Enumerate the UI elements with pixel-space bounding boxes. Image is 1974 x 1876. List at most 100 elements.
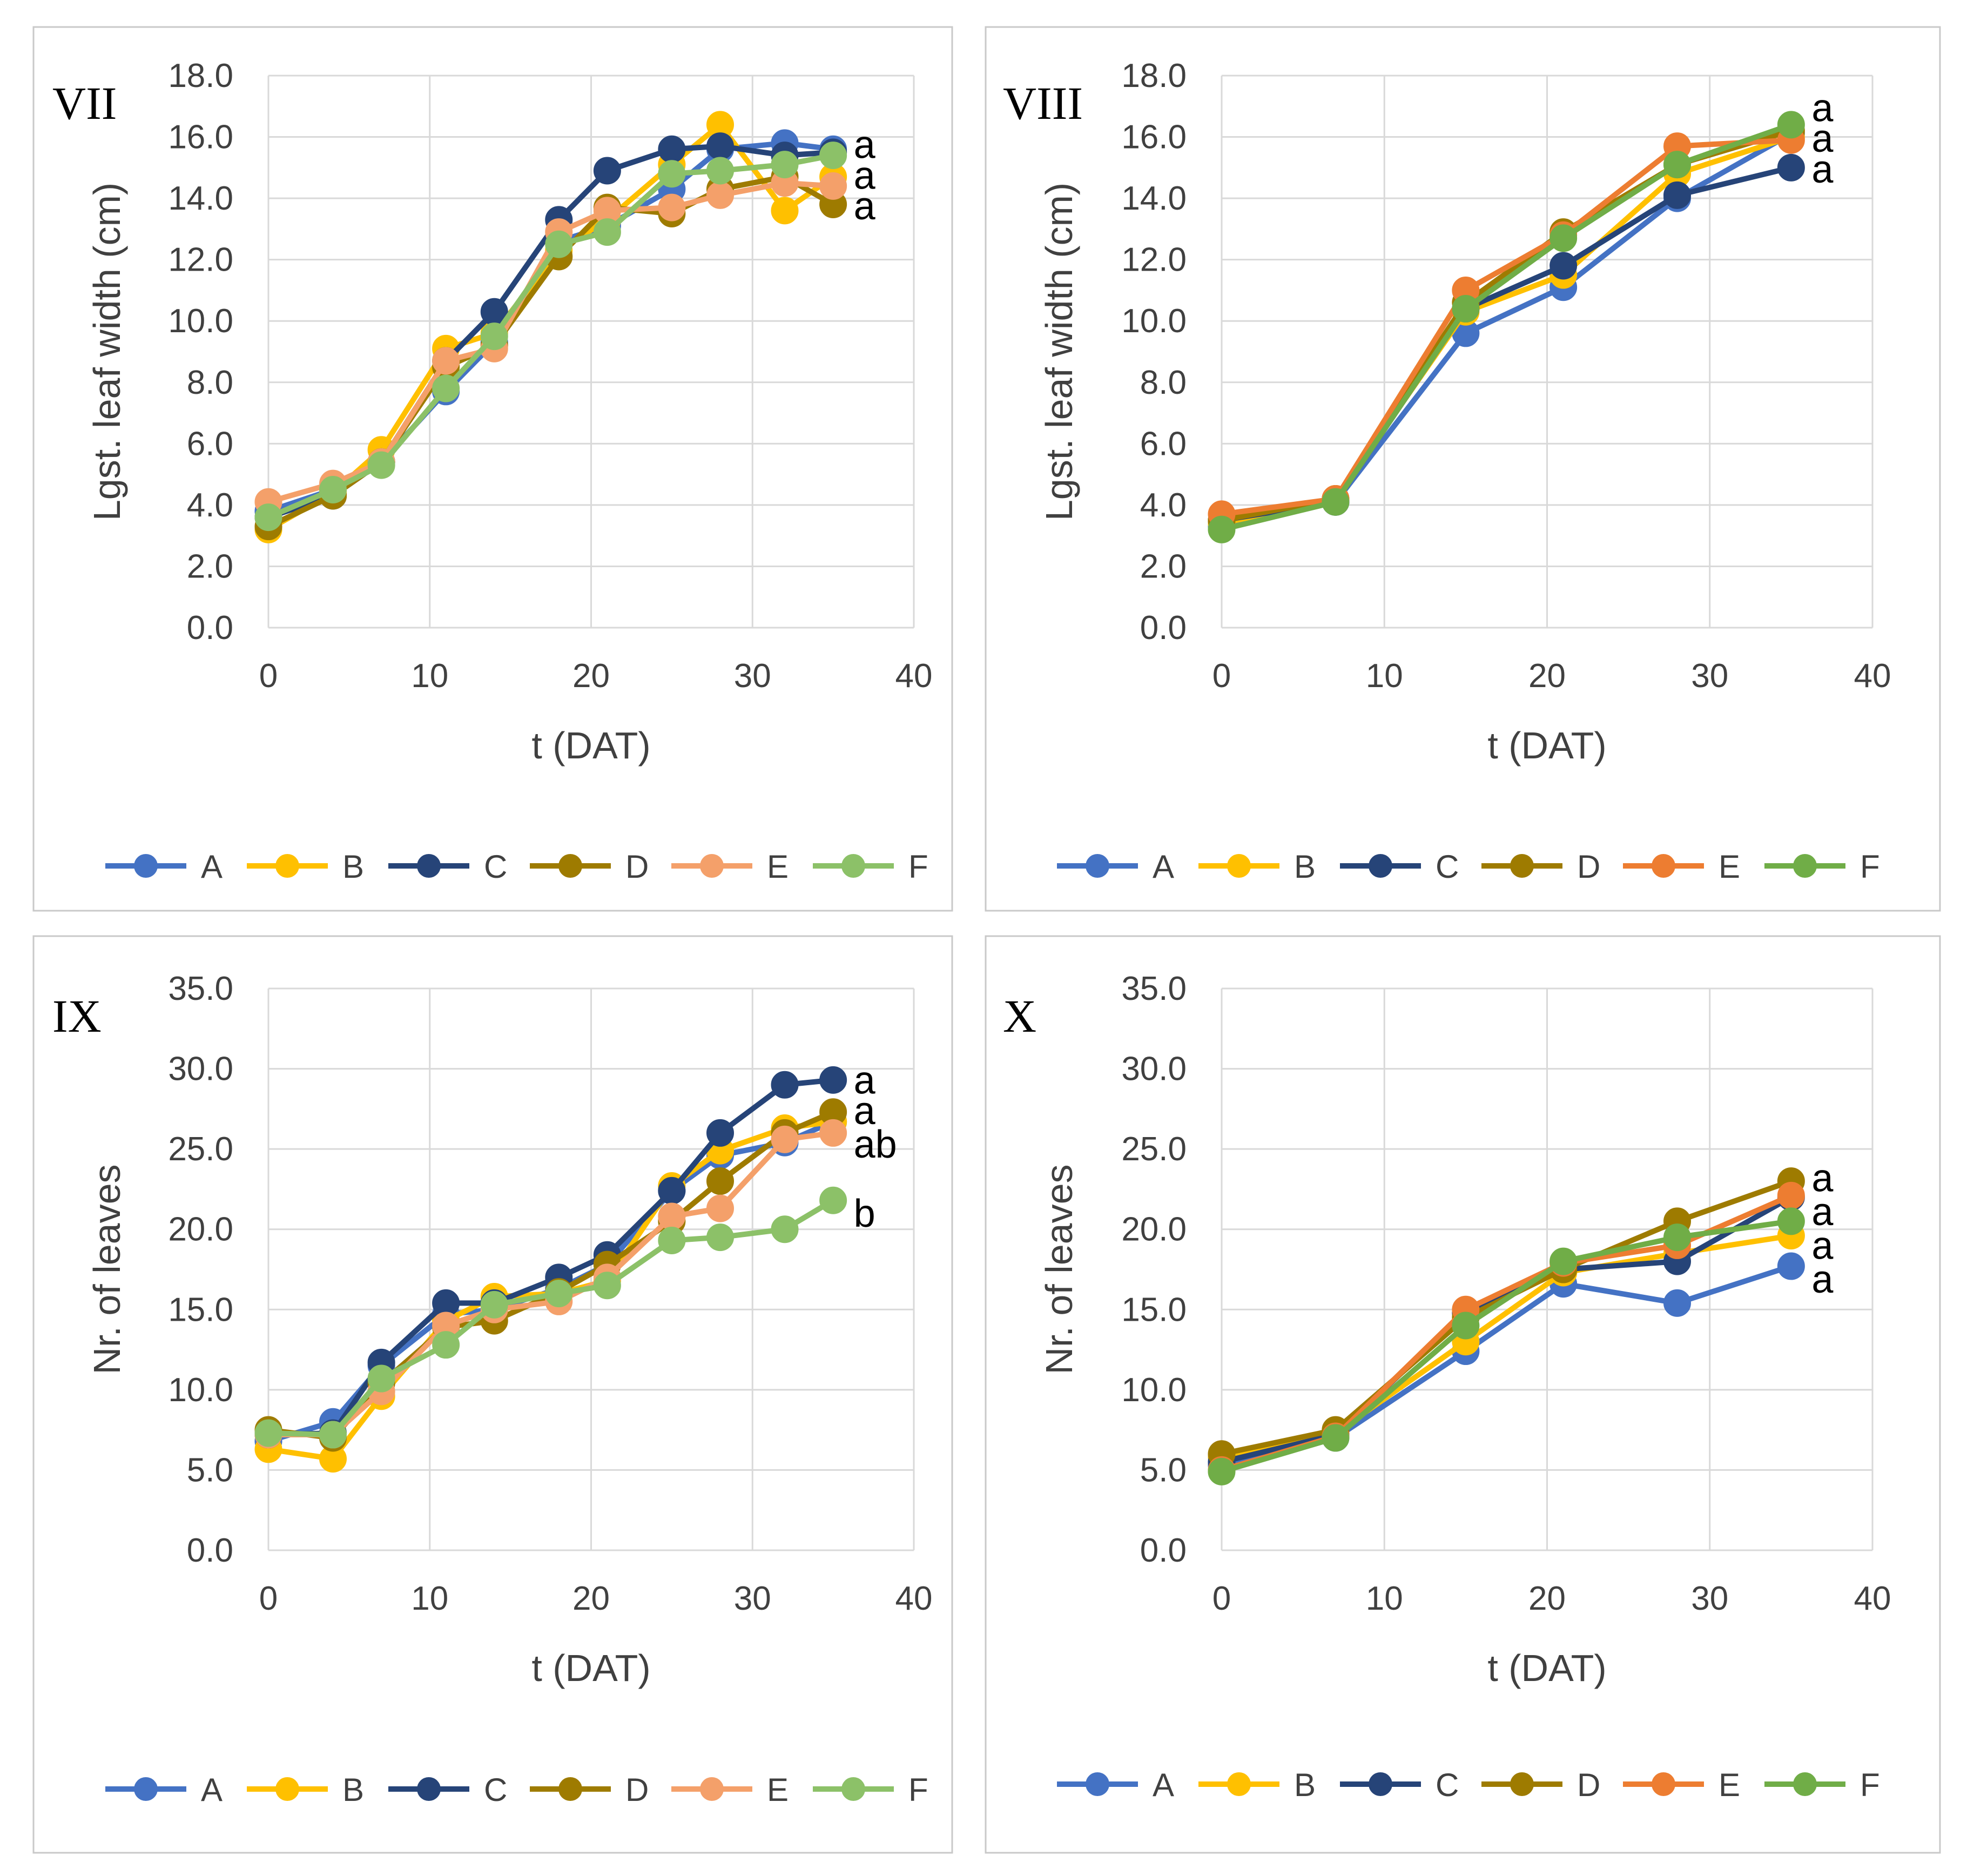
y-tick-label: 16.0 [1121,119,1187,156]
significance-label: a [1811,1258,1834,1301]
significance-label: a [1811,1224,1834,1267]
legend-marker [841,854,865,878]
data-point-c [593,157,621,185]
x-tick-label: 20 [1528,1580,1566,1617]
y-tick-label: 35.0 [1121,970,1187,1007]
x-tick-label: 10 [411,1580,448,1617]
y-tick-label: 18.0 [1121,57,1187,95]
y-axis-title: Nr. of leaves [86,1164,128,1374]
y-tick-label: 30.0 [168,1051,233,1088]
legend-label: B [1294,849,1316,885]
data-point-e [819,1119,847,1147]
data-point-f [593,218,621,246]
data-point-f [1208,515,1236,543]
significance-label: a [854,1090,876,1133]
legend-item-a: A [105,849,223,885]
significance-label: a [1811,1191,1834,1234]
data-point-f [819,1186,847,1214]
panel-label: VIII [1003,77,1083,129]
series-line-f [1221,1218,1792,1475]
legend-marker [700,1777,724,1801]
panel-label: X [1003,990,1036,1042]
legend-label: E [767,849,789,885]
legend-marker [1227,1772,1251,1796]
data-point-f [593,1272,621,1300]
y-tick-label: 25.0 [168,1131,233,1168]
data-point-f [1322,488,1350,516]
data-point-c [819,1066,847,1094]
x-tick-label: 40 [1854,657,1891,695]
legend-marker [841,1777,865,1801]
data-point-f [319,476,347,503]
data-point-f [319,1421,347,1449]
legend-item-f: F [813,1772,928,1808]
legend-item-b: B [247,1772,364,1808]
x-tick-label: 0 [259,1580,278,1617]
data-point-f [658,1227,686,1255]
panel-border [32,935,953,1854]
y-tick-label: 20.0 [168,1211,233,1248]
x-tick-label: 30 [734,1580,771,1617]
legend-item-d: D [1481,1767,1600,1803]
series-line-c [1221,1194,1793,1465]
legend-item-a: A [105,1772,223,1808]
data-point-f [1663,151,1691,179]
significance-label: a [854,185,876,228]
data-point-a [1777,1252,1805,1280]
legend-label: A [1153,1767,1174,1803]
legend-marker [1086,854,1109,878]
y-tick-label: 12.0 [1121,241,1187,279]
data-point-f [771,151,799,179]
y-tick-label: 15.0 [1121,1291,1187,1328]
legend-item-d: D [1481,849,1600,885]
data-point-f [432,374,460,402]
y-tick-label: 35.0 [168,970,233,1007]
series-line-b [1221,134,1792,526]
panel-label: IX [52,990,102,1042]
data-point-d [706,1167,734,1195]
x-tick-label: 10 [1366,1580,1403,1617]
legend-item-c: C [388,1772,507,1808]
x-tick-label: 10 [411,657,448,695]
legend-item-e: E [671,1772,789,1808]
x-tick-label: 0 [1212,657,1231,695]
legend-label: A [201,849,223,885]
x-tick-label: 40 [895,657,933,695]
legend-item-d: D [530,849,649,885]
legend-label: E [767,1772,789,1808]
legend-marker [558,1777,582,1801]
y-tick-label: 6.0 [1140,425,1187,462]
legend-label: B [1294,1767,1316,1803]
chart-viii: 0 10 20 30 40 0.0 2.0 4.0 6.0 8.0 10.0 12.0 14.0 16.0… [985,26,1941,912]
y-tick-label: 18.0 [168,57,233,95]
data-point-e [658,1202,686,1231]
data-point-f [706,1223,734,1252]
data-point-f [1549,224,1578,252]
legend-marker [417,854,441,878]
significance-label: a [854,124,876,167]
legend-item-f: F [813,849,928,885]
legend-label: C [484,849,507,885]
data-point-e [658,193,686,221]
data-point-f [367,1364,395,1393]
data-point-c [1549,252,1578,280]
chart-ix: 0 10 20 30 40 0.0 5.0 10.0 15.0 20.0 25.0 30.0 35.0 t… [32,935,953,1854]
data-point-f [432,1331,460,1359]
y-axis-title: Lgst. leaf width (cm) [86,183,128,521]
significance-label: a [854,1059,876,1102]
legend-item-e: E [671,849,789,885]
x-tick-label: 0 [1212,1580,1231,1617]
data-point-c [658,1176,686,1205]
data-point-c [771,1071,799,1099]
legend-label: C [1436,1767,1459,1803]
y-tick-label: 20.0 [1121,1211,1187,1248]
legend-label: C [1436,849,1459,885]
data-point-e [432,347,460,375]
legend-label: E [1719,1767,1740,1803]
legend-label: D [625,849,649,885]
x-tick-label: 10 [1366,657,1403,695]
legend-marker [275,1777,299,1801]
y-tick-label: 2.0 [1140,548,1187,585]
legend-marker [1369,1772,1392,1796]
data-point-f [545,1280,573,1308]
